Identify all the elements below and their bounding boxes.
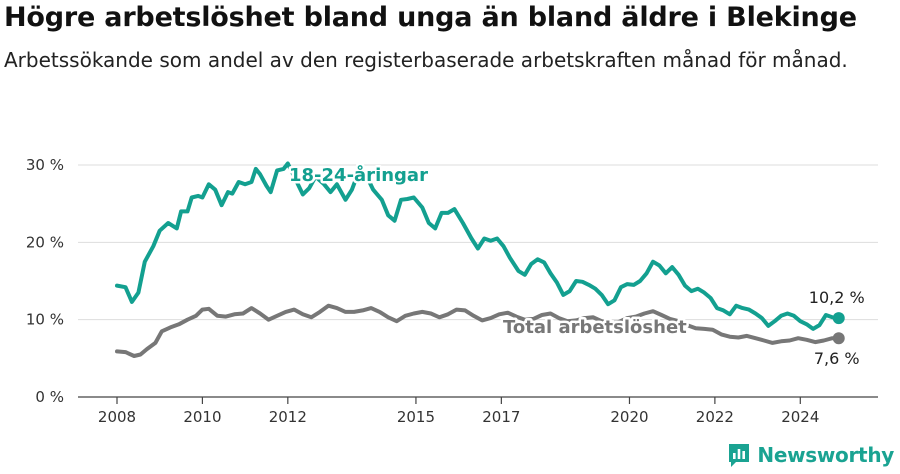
series-labels: 18-24-åringar Total arbetslöshet 10,2 % 7,6… [287,162,865,369]
youth-end-point [832,312,845,325]
y-tick-label: 30 % [26,156,64,174]
series-lines [115,161,845,358]
x-tick-label: 2024 [781,408,819,426]
newsworthy-brand: Newsworthy [727,442,894,468]
youth-series-label: 18-24-åringar [289,164,428,186]
chart-title: Högre arbetslöshet bland unga än bland ä… [4,2,857,33]
x-tick-label: 2012 [269,408,307,426]
brand-name: Newsworthy [757,443,894,467]
total-series-line [115,303,841,358]
total-end-point [832,332,845,345]
x-tick-label: 2020 [610,408,648,426]
gridlines [78,164,878,321]
y-tick-label: 10 % [26,311,64,329]
x-tick-label: 2015 [397,408,435,426]
x-tick-label: 2008 [98,408,136,426]
x-axis: 2008 2010 2012 2015 2017 2020 2022 2024 [78,396,878,426]
x-tick-label: 2010 [183,408,221,426]
y-tick-label: 20 % [26,233,64,251]
youth-end-value-label: 10,2 % [809,288,865,307]
y-axis-tick-labels: 0 % 10 % 20 % 30 % [26,156,64,406]
newsworthy-logo-icon [729,444,750,467]
x-tick-label: 2017 [482,408,520,426]
x-tick-label: 2022 [696,408,734,426]
total-end-value-label: 7,6 % [814,349,860,368]
total-series-label: Total arbetslöshet [503,317,687,338]
y-tick-label: 0 % [35,388,64,406]
chart-subtitle: Arbetssökande som andel av den registerb… [4,48,848,72]
youth-series-line [115,161,841,331]
